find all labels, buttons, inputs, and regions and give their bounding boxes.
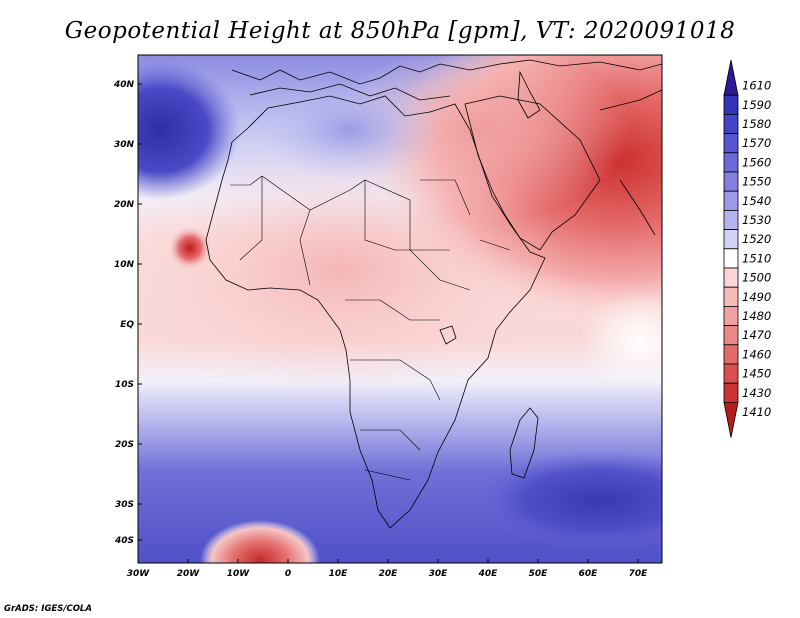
- coastline-outlines: [205, 59, 662, 529]
- lon-label: 30E: [429, 569, 449, 579]
- europe-coastline: [231, 59, 662, 85]
- colorbar-swatch: [723, 152, 739, 173]
- lat-label: 30S: [115, 500, 134, 510]
- colorbar-label: 1470: [742, 328, 771, 342]
- colorbar-swatch: [723, 133, 739, 154]
- mediterranean-coastline: [249, 83, 451, 101]
- colorbar-label: 1500: [742, 271, 771, 285]
- colorbar-swatch: [723, 325, 739, 346]
- colorbar-label: 1570: [742, 136, 771, 150]
- lat-axis: 40N 30N 20N 10N EQ 10S 20S 30S 40S: [113, 80, 142, 546]
- colorbar-swatch: [723, 382, 739, 403]
- lat-label: 30N: [114, 140, 135, 150]
- lon-axis: 30W 20W 10W 0 10E 20E 30E 40E 50E 60E 70E: [127, 559, 648, 579]
- colorbar: 1610 1590 1580 1570 1560 1550 1540 1530 1520 1510…: [723, 59, 771, 438]
- colorbar-label: 1480: [742, 309, 771, 323]
- lon-label: 50E: [529, 569, 549, 579]
- colorbar-label: 1460: [742, 347, 771, 361]
- colorbar-swatch: [723, 171, 739, 192]
- africa-coastline: [205, 95, 546, 529]
- lon-label: 70E: [629, 569, 649, 579]
- lat-label: 10S: [115, 380, 134, 390]
- colorbar-label: 1610: [742, 79, 771, 93]
- colorbar-label: 1590: [742, 98, 771, 112]
- lat-label: 20N: [114, 200, 135, 210]
- colorbar-swatch: [723, 401, 739, 438]
- colorbar-label: 1450: [742, 367, 771, 381]
- colorbar-label: 1550: [742, 175, 771, 189]
- colorbar-label: 1530: [742, 213, 771, 227]
- lat-label: 40N: [113, 80, 135, 90]
- lon-label: 30W: [127, 569, 151, 579]
- caspian-coastline: [517, 70, 541, 119]
- arabia-coastline: [464, 95, 601, 251]
- colorbar-swatch: [723, 209, 739, 230]
- colorbar-swatch: [723, 305, 739, 326]
- lon-label: 60E: [579, 569, 599, 579]
- colorbar-swatch: [723, 344, 739, 365]
- colorbar-swatch: [723, 229, 739, 250]
- colorbar-swatch: [723, 59, 739, 96]
- colorbar-label: 1540: [742, 194, 771, 208]
- grads-credit: GrADS: IGES/COLA: [4, 604, 92, 614]
- colorbar-swatch: [723, 248, 739, 269]
- colorbar-swatch: [723, 286, 739, 307]
- colorbar-swatch: [723, 190, 739, 211]
- colorbar-label: 1560: [742, 155, 771, 169]
- colorbar-label: 1580: [742, 117, 771, 131]
- colorbar-label: 1430: [742, 386, 771, 400]
- colorbar-label: 1510: [742, 251, 771, 265]
- madagascar-coastline: [509, 407, 539, 479]
- lat-label: 10N: [114, 260, 135, 270]
- lon-label: 20E: [379, 569, 399, 579]
- colorbar-label: 1410: [742, 405, 771, 419]
- lon-label: 10W: [227, 569, 251, 579]
- colorbar-label: 1520: [742, 232, 771, 246]
- lon-label: 0: [285, 569, 291, 579]
- lat-label: EQ: [120, 320, 134, 330]
- colorbar-swatch: [723, 94, 739, 115]
- lon-label: 10E: [329, 569, 349, 579]
- plot-frame: [137, 54, 663, 564]
- colorbar-label: 1490: [742, 290, 771, 304]
- lat-label: 20S: [115, 440, 134, 450]
- lat-label: 40S: [114, 536, 134, 546]
- india-coastline: [599, 89, 662, 236]
- colorbar-swatch: [723, 114, 739, 135]
- lon-label: 20W: [177, 569, 201, 579]
- shaded-field: [138, 55, 662, 563]
- country-borders: [230, 175, 511, 481]
- colorbar-swatch: [723, 267, 739, 288]
- colorbar-swatch: [723, 363, 739, 384]
- map-title: Geopotential Height at 850hPa [gpm], VT:…: [64, 18, 736, 44]
- lon-label: 40E: [478, 569, 499, 579]
- lake-victoria: [439, 325, 457, 345]
